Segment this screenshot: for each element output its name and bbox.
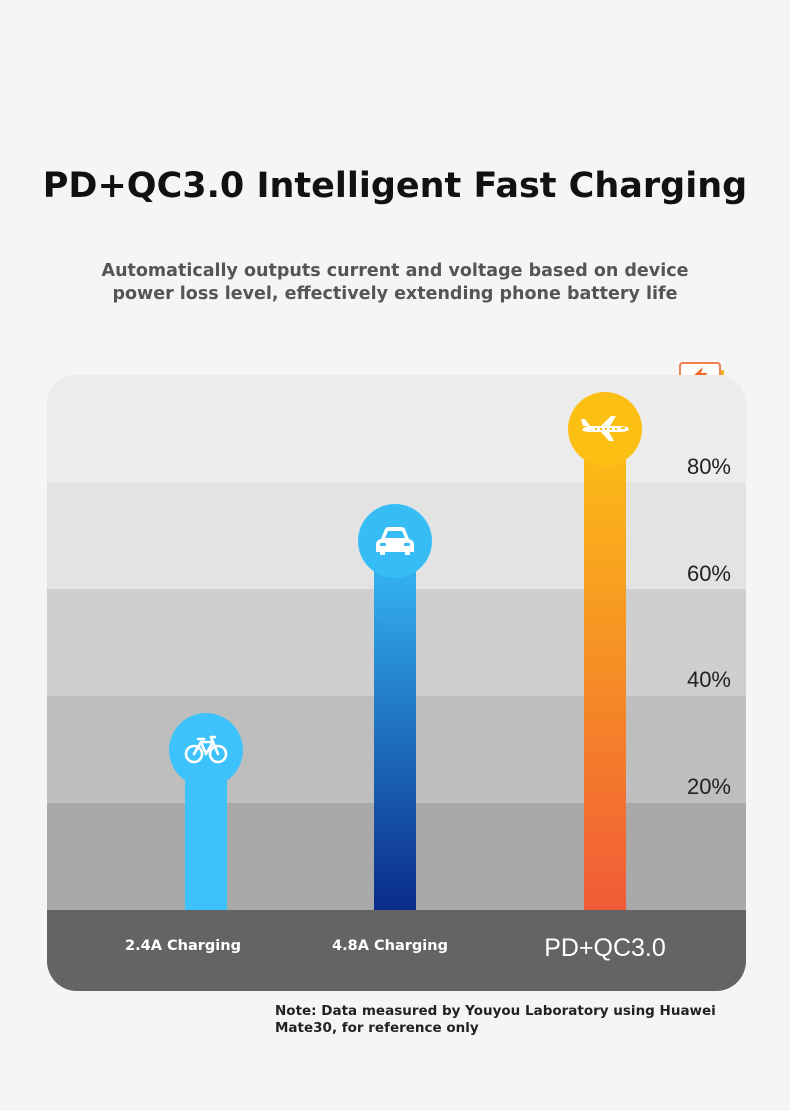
y-tick-label: 20% [686,774,731,799]
car-bubble [358,503,432,578]
y-tick-label: 60% [686,561,731,586]
bicycle-bubble [169,712,243,787]
chart-panel: 80% 60% 40% 20% 2.4A Charging 4.8A Charg… [47,374,746,991]
chart-footer [47,910,746,991]
bar-pd-qc3 [584,428,626,910]
airplane-icon [581,415,629,441]
x-category-label: 4.8A Charging [332,938,448,954]
x-category-label: 2.4A Charging [125,938,241,954]
x-category-label: PD+QC3.0 [544,934,666,962]
bar-4-8a-charging [374,540,416,910]
y-tick-label: 80% [686,454,731,479]
page-subtitle: Automatically outputs current and voltag… [101,261,689,304]
car-icon [376,526,414,555]
airplane-bubble [568,391,642,466]
footnote: Note: Data measured by Youyou Laboratory… [275,1003,716,1036]
y-tick-label: 40% [686,667,731,692]
page-title: PD+QC3.0 Intelligent Fast Charging [42,166,748,206]
bicycle-icon [184,735,228,763]
